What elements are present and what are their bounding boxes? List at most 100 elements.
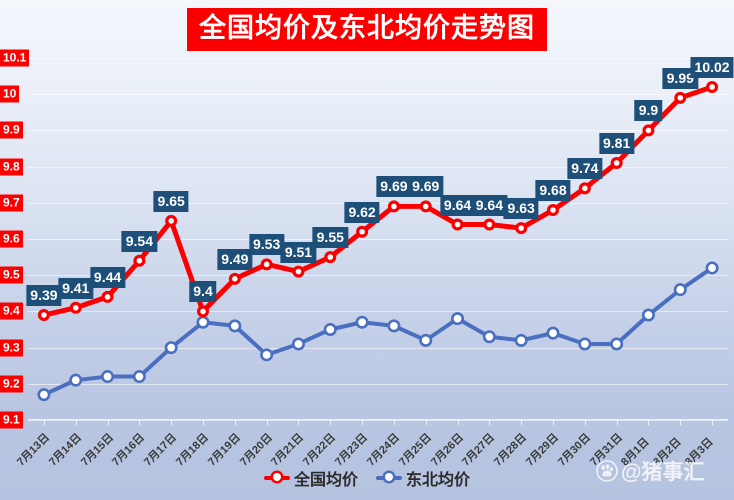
gridline <box>28 420 728 421</box>
data-point-label: 9.4 <box>189 281 217 303</box>
data-point <box>387 200 400 213</box>
data-point <box>482 330 496 344</box>
data-point <box>419 333 433 347</box>
data-point-label: 9.39 <box>26 285 62 307</box>
y-axis-label: 9.7 <box>0 194 23 212</box>
x-axis-tick <box>362 420 364 425</box>
x-axis-tick <box>75 420 77 425</box>
gridline <box>28 275 728 277</box>
y-axis-label: 9.1 <box>0 411 23 429</box>
data-point-label: 9.9 <box>634 100 663 122</box>
data-point <box>37 388 51 402</box>
x-axis-tick <box>457 420 459 425</box>
data-point-label: 9.81 <box>599 132 635 154</box>
data-point <box>355 315 369 329</box>
data-point <box>101 370 115 384</box>
data-point <box>387 319 401 333</box>
x-axis-tick <box>616 420 618 425</box>
data-point <box>165 214 178 227</box>
data-point <box>705 261 719 275</box>
data-point <box>196 315 210 329</box>
data-point <box>641 308 655 322</box>
data-point <box>610 337 624 351</box>
data-point <box>133 254 146 267</box>
data-point <box>642 124 655 137</box>
data-point-label: 9.55 <box>312 227 348 249</box>
data-point-label: 9.68 <box>535 180 571 202</box>
data-point-label: 10.02 <box>690 56 734 78</box>
y-axis-label: 9.9 <box>0 121 23 139</box>
data-point-label: 9.64 <box>471 194 507 216</box>
chart-legend: 全国均价 东北均价 <box>0 466 734 490</box>
x-axis-tick <box>139 420 141 425</box>
gridline <box>28 130 728 132</box>
y-axis-label: 9.2 <box>0 375 23 393</box>
data-point-label: 9.44 <box>89 266 126 288</box>
data-point-label: 9.53 <box>249 234 285 256</box>
series-line <box>41 265 715 397</box>
x-axis-tick <box>584 420 586 425</box>
x-axis-tick <box>43 420 45 425</box>
data-point <box>578 182 591 195</box>
legend-label: 东北均价 <box>406 472 471 489</box>
data-point <box>69 373 83 387</box>
data-point <box>37 309 50 322</box>
y-axis-label: 9.3 <box>0 339 23 357</box>
gridline <box>28 347 728 349</box>
data-point <box>197 305 210 318</box>
plot-area <box>28 58 728 421</box>
x-axis-tick <box>712 420 714 425</box>
gridline <box>28 383 728 385</box>
data-point <box>419 200 432 213</box>
data-point <box>323 322 337 336</box>
gridline <box>28 311 728 313</box>
chart-title-bar: 全国均价及东北均价走势图 <box>0 8 734 51</box>
watermark: @猪事汇 <box>596 456 704 486</box>
data-point-label: 9.54 <box>121 230 157 252</box>
data-point-label: 9.64 <box>439 194 476 216</box>
gridline <box>28 94 728 96</box>
legend-marker-icon <box>263 472 290 484</box>
data-point <box>578 337 592 351</box>
x-axis-tick <box>425 420 427 425</box>
data-point-label: 9.65 <box>153 190 189 212</box>
data-point-label: 9.41 <box>58 277 94 299</box>
data-point <box>451 218 464 231</box>
data-point <box>451 312 465 326</box>
x-axis-tick <box>107 420 109 425</box>
data-point <box>292 265 305 278</box>
gridline <box>28 239 728 240</box>
data-point <box>673 283 687 297</box>
x-axis-tick <box>553 420 554 425</box>
data-point <box>132 370 146 384</box>
y-axis-label: 9.5 <box>0 266 23 284</box>
x-axis-line <box>28 419 728 420</box>
data-point <box>514 333 528 347</box>
x-axis-tick <box>266 420 268 425</box>
data-point <box>260 348 274 362</box>
data-point <box>101 290 114 303</box>
x-axis-tick <box>298 420 300 425</box>
legend-item-national[interactable]: 全国均价 <box>263 466 358 490</box>
data-point <box>291 337 305 351</box>
x-axis-tick <box>234 420 236 425</box>
data-point-label: 9.62 <box>344 201 380 223</box>
data-point-label: 9.99 <box>662 67 698 89</box>
data-point <box>674 91 687 104</box>
data-point <box>164 341 178 355</box>
data-point <box>515 222 528 235</box>
data-point-label: 9.51 <box>280 241 317 263</box>
x-axis-tick <box>171 420 173 425</box>
data-point <box>69 301 82 314</box>
data-point <box>356 225 369 238</box>
legend-item-northeast[interactable]: 东北均价 <box>376 466 470 490</box>
x-axis-tick <box>393 420 395 425</box>
data-point <box>610 156 623 169</box>
data-point <box>228 319 242 333</box>
data-point-label: 9.63 <box>503 198 539 220</box>
y-axis-label: 9.4 <box>0 302 23 320</box>
y-axis-label: 10.1 <box>0 49 30 67</box>
data-point-label: 9.49 <box>217 248 253 270</box>
data-point <box>706 80 719 93</box>
